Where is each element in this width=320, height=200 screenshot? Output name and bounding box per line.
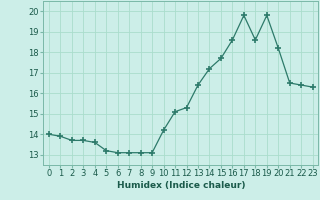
X-axis label: Humidex (Indice chaleur): Humidex (Indice chaleur) xyxy=(116,181,245,190)
